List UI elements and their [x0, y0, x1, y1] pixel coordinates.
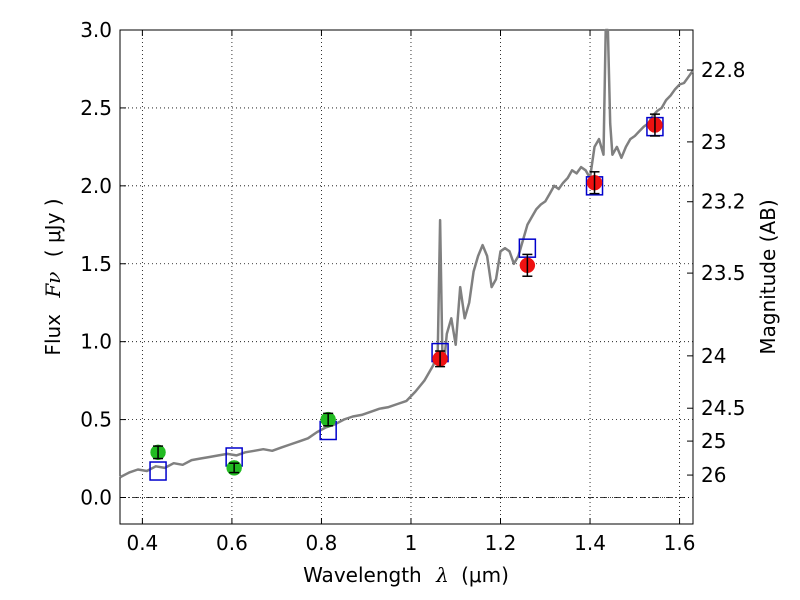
grid-lines	[120, 29, 693, 524]
mag-tick-label: 26	[701, 463, 726, 487]
y2-axis-label: Magnitude (AB)	[756, 199, 780, 354]
y-tick-label: 0.0	[80, 486, 112, 510]
y-tick-label: 2.5	[80, 96, 112, 120]
y-axis-label-unit: ( μJy )	[41, 198, 65, 257]
plot-frame	[119, 29, 694, 525]
x-axis-label: Wavelength λ (μm)	[303, 563, 509, 587]
y-axis-label-symbol: Fν	[41, 272, 65, 299]
mag-tick-label: 22.8	[701, 58, 746, 82]
x-tick-label: 1.4	[574, 531, 606, 555]
mag-tick-label: 23	[701, 130, 726, 154]
y-tick-label: 2.0	[80, 174, 112, 198]
y-axis-label-prefix: Flux	[41, 314, 65, 356]
x-tick-label: 0.4	[126, 531, 158, 555]
x-tick-label: 0.6	[216, 531, 248, 555]
axis-ticks: 0.4 0.6 0.8 1 1.2 1.4 1.6 0.0 0.5 1.0 1.5 2.0 2.5 3.0…	[80, 18, 745, 555]
y-tick-label: 1.0	[80, 330, 112, 354]
y-tick-label: 3.0	[80, 18, 112, 42]
observed-series	[150, 113, 663, 476]
y-tick-label: 1.5	[80, 252, 112, 276]
x-tick-label: 1.2	[485, 531, 517, 555]
x-axis-label-prefix: Wavelength	[303, 563, 422, 587]
spectrum-series	[119, 28, 695, 479]
x-axis-label-symbol: λ	[435, 563, 449, 587]
x-tick-label: 1	[405, 531, 418, 555]
y-tick-label: 0.5	[80, 408, 112, 432]
spectrum-line	[119, 28, 695, 479]
x-axis-label-unit: (μm)	[461, 563, 509, 587]
mag-tick-label: 23.2	[701, 190, 746, 214]
mag-tick-label: 24.5	[701, 396, 746, 420]
y-axis-label: Flux Fν ( μJy )	[41, 198, 65, 355]
mag-tick-label: 25	[701, 429, 726, 453]
mag-tick-label: 23.5	[701, 261, 746, 285]
x-tick-label: 1.6	[664, 531, 696, 555]
mag-tick-label: 24	[701, 344, 726, 368]
model-box-marker	[149, 461, 167, 481]
x-tick-label: 0.8	[306, 531, 338, 555]
